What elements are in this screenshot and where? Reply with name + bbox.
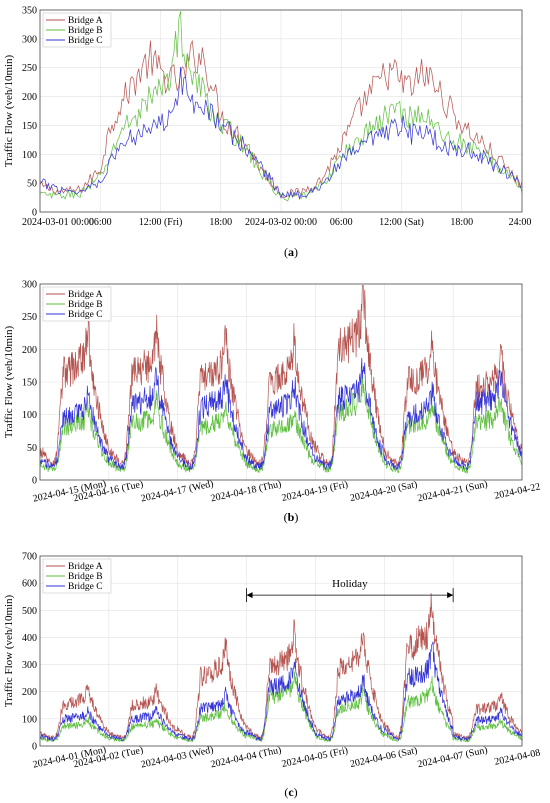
x-tick-label: 2024-04-03 (Wed) xyxy=(140,744,215,770)
x-tick-label: 2024-04-05 (Fri) xyxy=(281,745,349,770)
y-tick-label: 50 xyxy=(27,443,37,454)
chart-panel-c: 0 100 200 300 400 500 600 700 2024-04-01 (Mon)20… xyxy=(3,552,541,800)
x-tick-label: 2024-04-04 (Thu) xyxy=(210,745,283,771)
panel-caption: (c) xyxy=(284,785,297,799)
legend-entry: Bridge A xyxy=(68,290,103,300)
y-tick-label: 100 xyxy=(22,714,37,725)
y-tick-label: 250 xyxy=(22,63,37,74)
holiday-label: Holiday xyxy=(332,578,368,590)
series-line-bridge-a xyxy=(39,593,523,741)
y-tick-label: 200 xyxy=(22,92,37,103)
panel-caption: (a) xyxy=(284,245,298,259)
y-tick-label: 300 xyxy=(22,660,37,671)
x-tick-label: 2024-04-08 xyxy=(494,747,542,767)
series-line-bridge-c xyxy=(39,641,523,743)
y-tick-label: 400 xyxy=(22,633,37,644)
y-tick-label: 350 xyxy=(22,6,37,17)
y-tick-label: 600 xyxy=(22,579,37,590)
y-tick-label: 0 xyxy=(32,208,37,219)
plot-frame xyxy=(39,283,523,481)
series-line-bridge-b xyxy=(39,11,523,202)
y-tick-label: 250 xyxy=(22,312,37,323)
grid-lines xyxy=(39,9,523,213)
x-tick-label: 2024-04-17 (Wed) xyxy=(140,478,215,504)
series-line-bridge-c xyxy=(39,357,523,471)
plot-frame xyxy=(39,9,523,213)
plot-frame xyxy=(39,555,523,747)
x-tick-label: 2024-04-22 xyxy=(494,481,542,501)
legend-entry: Bridge A xyxy=(68,562,103,572)
x-tick-label: 12:00 (Fri) xyxy=(139,217,183,228)
y-tick-labels: 0 50 100 150 200 250 300 350 xyxy=(22,6,37,219)
y-tick-label: 300 xyxy=(22,280,37,291)
legend-entry: Bridge B xyxy=(68,26,103,36)
y-tick-label: 0 xyxy=(32,742,37,753)
legend-entry: Bridge C xyxy=(68,36,103,46)
holiday-arrow-left xyxy=(246,592,253,599)
x-tick-label: 12:00 (Sat) xyxy=(379,217,424,228)
y-tick-label: 700 xyxy=(22,552,37,563)
x-tick-labels: 2024-04-15 (Mon)2024-04-16 (Tue)2024-04-… xyxy=(32,478,542,504)
series-group xyxy=(39,11,523,202)
y-tick-labels: 0 50 100 150 200 250 300 xyxy=(22,280,37,487)
x-tick-label: 06:00 xyxy=(89,217,112,228)
y-tick-label: 100 xyxy=(22,410,37,421)
y-axis-label: Traffic Flow (veh/10min) xyxy=(3,54,15,167)
y-axis-label: Traffic Flow (veh/10min) xyxy=(3,594,15,707)
x-tick-label: 24:00 xyxy=(509,217,532,228)
x-tick-label: 2024-04-07 (Sun) xyxy=(417,745,489,771)
x-tick-label: 2024-04-20 (Sat) xyxy=(349,479,418,504)
y-tick-labels: 0 100 200 300 400 500 600 700 xyxy=(22,552,37,753)
y-tick-label: 200 xyxy=(22,687,37,698)
legend-entry: Bridge C xyxy=(68,582,103,592)
legend-entry: Bridge B xyxy=(68,572,103,582)
series-line-bridge-a xyxy=(39,284,523,467)
series-line-bridge-b xyxy=(39,671,523,743)
x-tick-label: 2024-04-21 (Sun) xyxy=(417,479,489,505)
series-group xyxy=(39,593,523,743)
grid-lines xyxy=(39,555,523,747)
legend-entry: Bridge A xyxy=(68,16,103,26)
x-tick-label: 2024-04-18 (Thu) xyxy=(210,479,283,505)
y-tick-label: 0 xyxy=(32,476,37,487)
x-tick-label: 2024-03-01 00:00 xyxy=(22,217,94,228)
y-tick-label: 150 xyxy=(22,121,37,132)
holiday-annotation: Holiday xyxy=(246,578,454,603)
x-tick-label: 2024-03-02 00:00 xyxy=(245,217,317,228)
holiday-arrow-right xyxy=(447,592,454,599)
series-group xyxy=(39,284,523,475)
y-tick-label: 500 xyxy=(22,606,37,617)
series-line-bridge-b xyxy=(39,371,523,475)
y-tick-label: 300 xyxy=(22,34,37,45)
y-axis-label: Traffic Flow (veh/10min) xyxy=(3,325,15,438)
x-tick-labels: 2024-04-01 (Mon)2024-04-02 (Tue)2024-04-… xyxy=(32,744,542,770)
legend-entry: Bridge C xyxy=(68,310,103,320)
y-tick-label: 200 xyxy=(22,345,37,356)
x-tick-label: 18:00 xyxy=(209,217,232,228)
chart-panel-b: 0 50 100 150 200 250 300 2024-04-15 (Mon)2024-0… xyxy=(3,280,541,525)
x-tick-label: 2024-04-19 (Fri) xyxy=(281,479,349,504)
y-tick-label: 100 xyxy=(22,150,37,161)
y-tick-label: 50 xyxy=(27,179,37,190)
legend-entry: Bridge B xyxy=(68,300,103,310)
y-tick-label: 150 xyxy=(22,378,37,389)
x-tick-label: 18:00 xyxy=(450,217,473,228)
x-tick-label: 2024-04-06 (Sat) xyxy=(349,745,418,770)
series-line-bridge-c xyxy=(39,66,523,201)
x-tick-label: 06:00 xyxy=(330,217,353,228)
panel-caption: (b) xyxy=(284,510,299,524)
